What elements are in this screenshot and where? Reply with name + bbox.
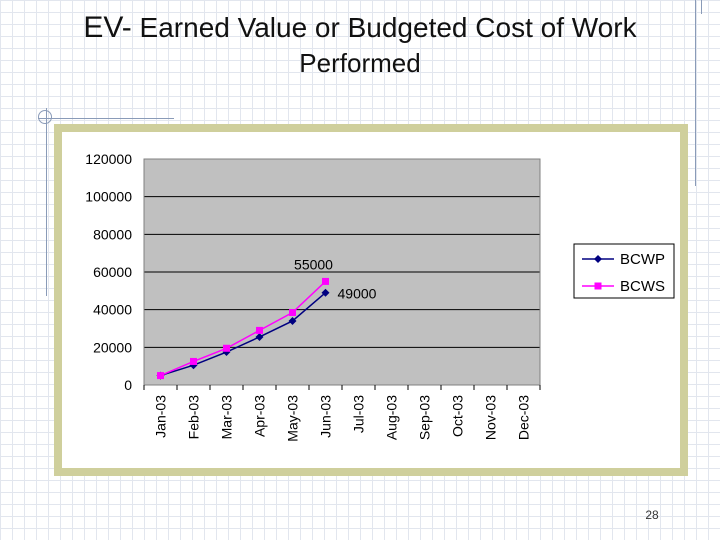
x-tick-label-Feb-03: Feb-03 [186,395,202,440]
x-tick-label-Jan-03: Jan-03 [153,395,169,438]
legend-label-bcws: BCWS [620,278,665,295]
slide-title-line-2: Performed [299,48,421,78]
data-point-bcwp-May-03 [288,316,297,325]
slide-title: EV- Earned Value or Budgeted Cost of Wor… [60,10,660,80]
x-tick-label-Nov-03: Nov-03 [483,395,499,440]
decorative-left-line [46,108,47,296]
x-tick-label-Jun-03: Jun-03 [318,395,334,438]
y-tick-label: 120000 [85,151,132,167]
y-tick-label: 20000 [93,339,132,355]
decorative-vertical-line-short [701,0,702,14]
data-point-bcws-Jun-03 [322,277,329,285]
series-line-bcwp [160,292,326,377]
y-tick-label: 60000 [93,264,132,280]
series-line-bcws [160,280,327,377]
x-tick-label-Oct-03: Oct-03 [450,395,466,437]
decorative-horizontal-line [38,118,174,119]
legend-label-bcwp: BCWP [620,251,665,268]
legend-marker-bcwp [594,255,602,263]
data-label-55000: 55000 [294,256,333,272]
x-tick-label-Dec-03: Dec-03 [516,395,532,440]
legend-box [573,243,675,299]
legend-marker-bcws [594,282,602,290]
decorative-vertical-line [695,0,696,186]
slide-title-rest: Earned Value or Budgeted Cost of Work [131,12,637,43]
x-tick-label-Sep-03: Sep-03 [417,395,433,440]
x-tick-label-Mar-03: Mar-03 [219,395,235,440]
data-point-bcws-May-03 [289,308,296,316]
decorative-circle [38,110,52,124]
x-tick-label-Aug-03: Aug-03 [384,395,400,440]
slide-title-lead: EV- [83,11,132,44]
y-tick-label: 0 [124,377,132,393]
x-tick-label-Jul-03: Jul-03 [351,395,367,433]
y-tick-label: 80000 [93,226,132,242]
data-point-bcws-Feb-03 [190,357,197,365]
y-tick-label: 40000 [93,302,132,318]
data-label-49000: 49000 [338,286,377,302]
page-number: 28 [645,508,659,522]
data-point-bcwp-Jun-03 [321,288,330,297]
data-point-bcws-Jan-03 [157,372,164,380]
data-point-bcws-Apr-03 [256,326,263,334]
x-tick-label-Apr-03: Apr-03 [252,395,268,437]
y-tick-label: 100000 [85,189,132,205]
data-point-bcws-Mar-03 [223,344,230,352]
slide-title-line-1: EV- Earned Value or Budgeted Cost of Wor… [60,10,660,46]
data-point-bcwp-Apr-03 [255,332,264,341]
x-tick-label-May-03: May-03 [285,395,301,442]
